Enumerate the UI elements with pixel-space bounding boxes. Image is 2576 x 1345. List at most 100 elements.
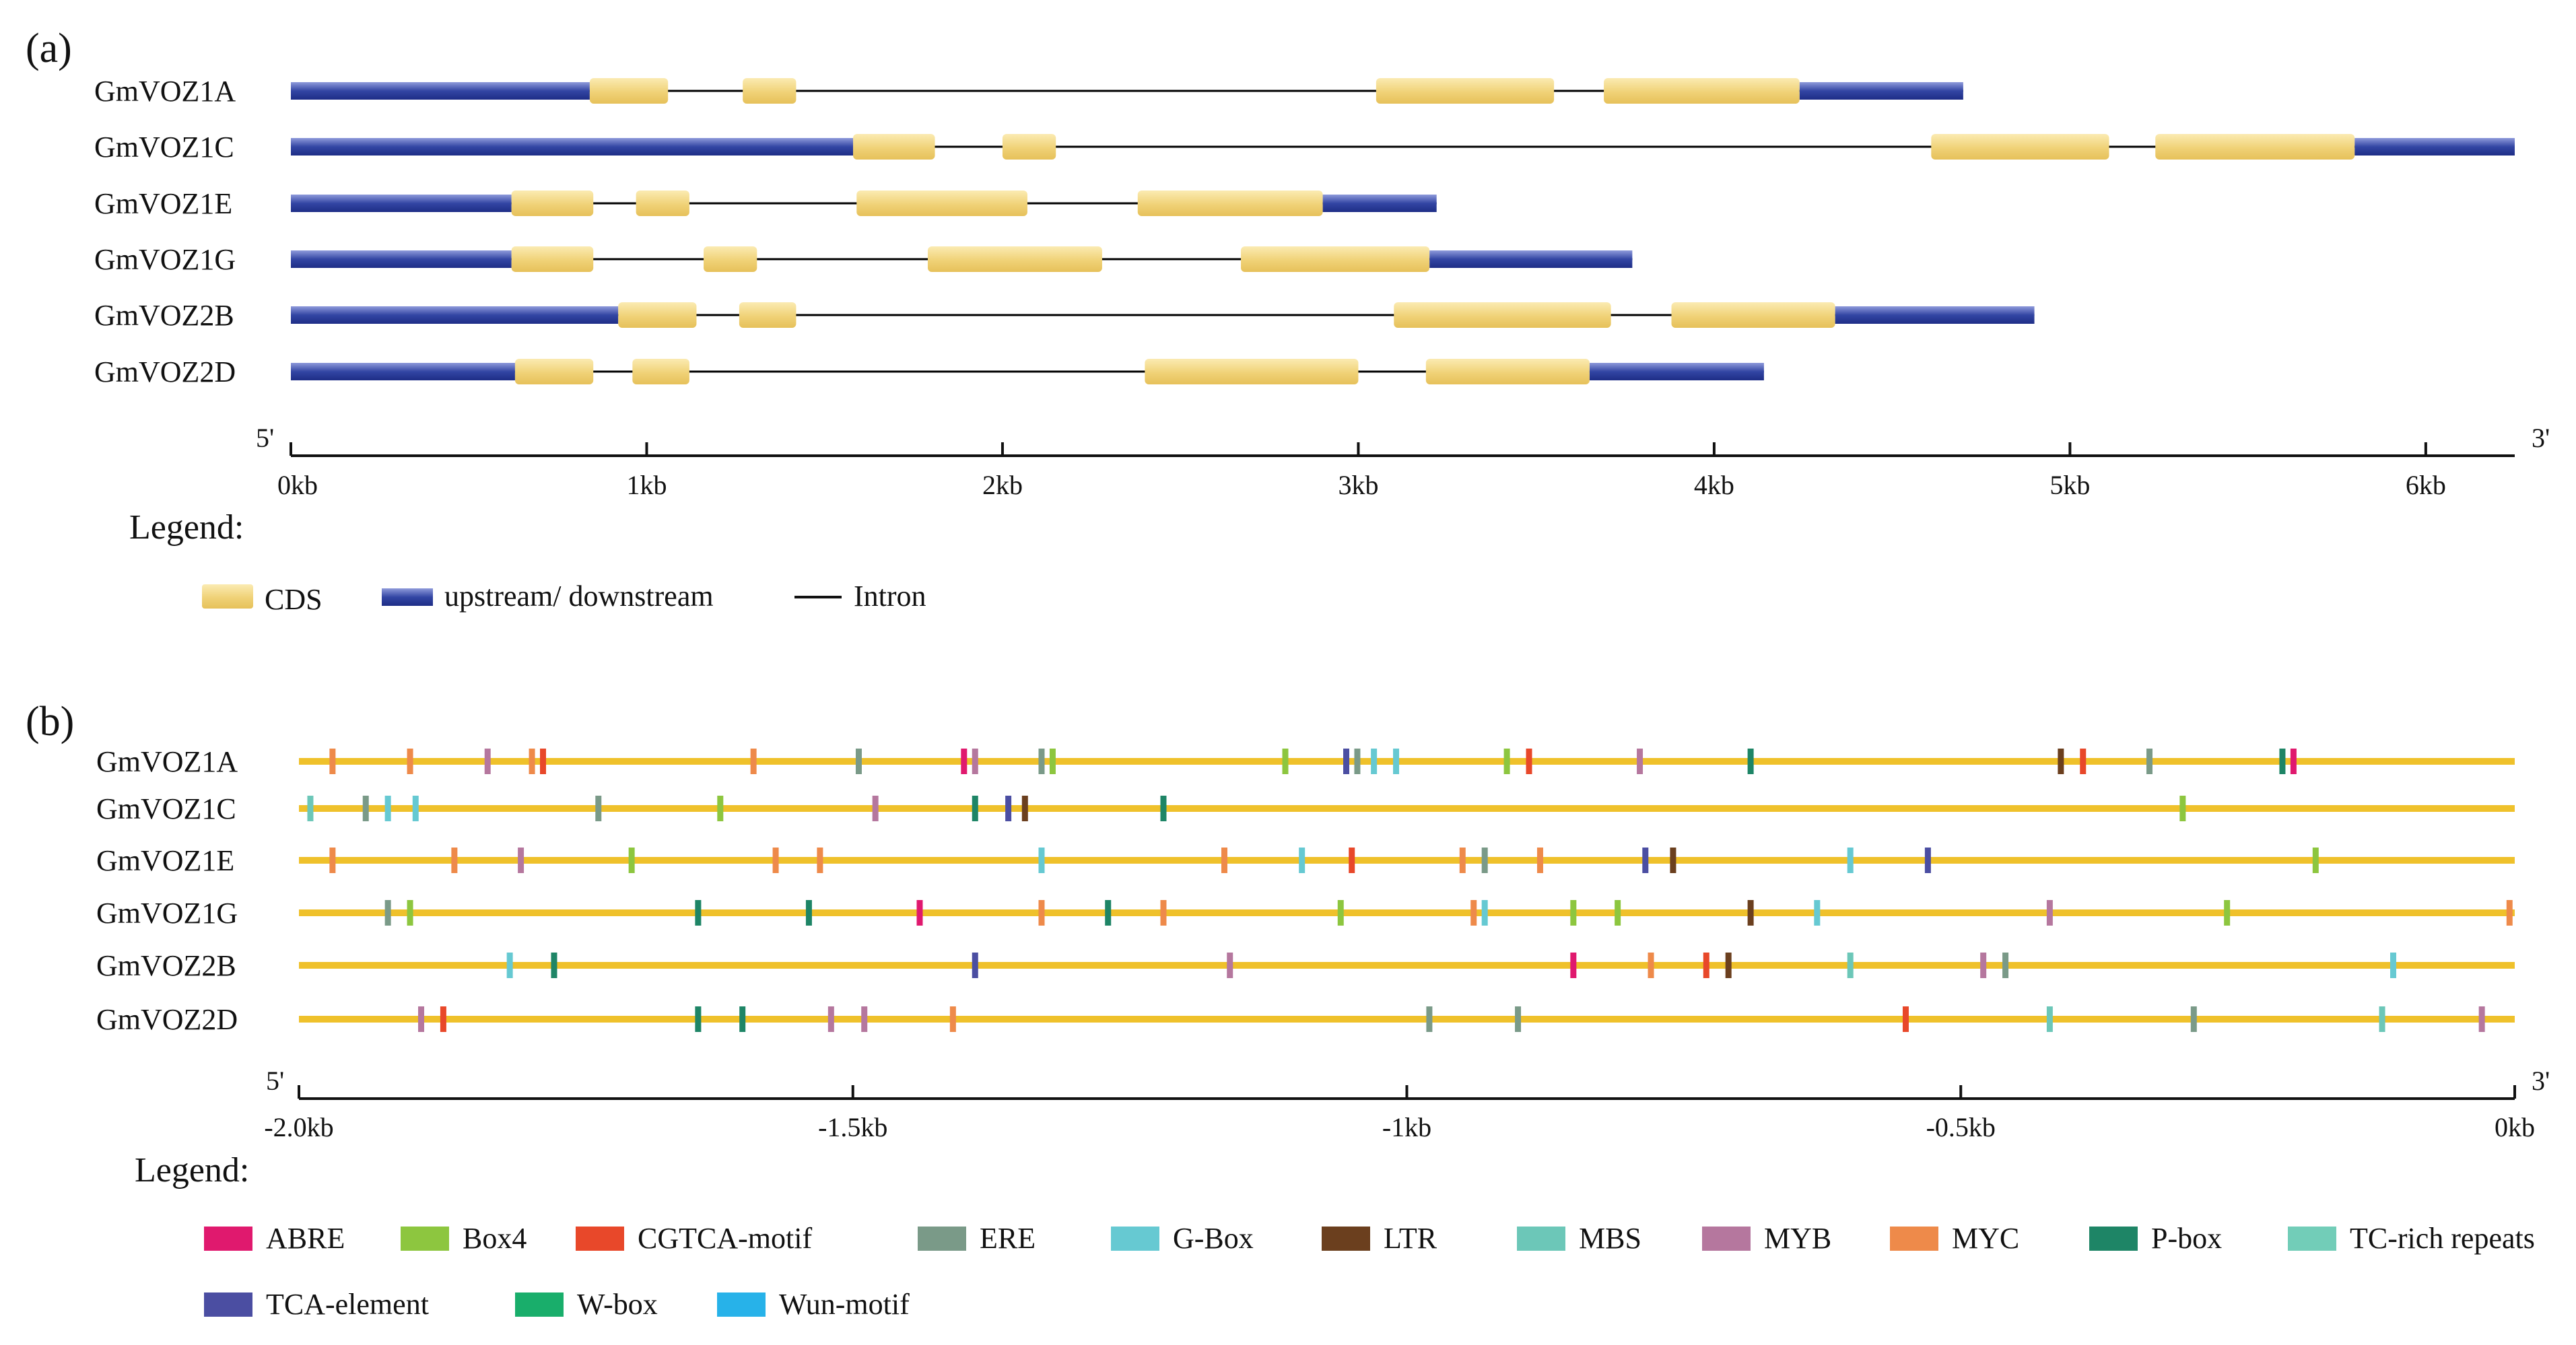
cis-element-mark <box>2312 848 2319 873</box>
panel-a-axis-right-end: 3' <box>2532 423 2550 453</box>
cis-element-mark <box>1570 953 1577 978</box>
legend-label: LTR <box>1384 1222 1437 1255</box>
gene-name: GmVOZ1A <box>96 745 238 778</box>
legend-swatch <box>1111 1227 1159 1251</box>
panel-b-label: (b) <box>26 699 74 745</box>
cis-element-mark <box>1105 900 1112 926</box>
legend-label: Wun-motif <box>779 1288 910 1321</box>
cis-element-mark <box>961 749 968 774</box>
axis-tick-label: 4kb <box>1694 470 1734 500</box>
cis-element-mark <box>1515 1006 1522 1032</box>
cis-element-mark <box>451 848 458 873</box>
gene-row: GmVOZ1C <box>94 131 2515 164</box>
gene-name: GmVOZ1A <box>94 75 236 108</box>
panel-a-axis: 5' 3' 0kb 1kb 2kb 3kb 4kb 5kb 6kb <box>256 423 2550 500</box>
cis-element-mark <box>2080 749 2087 774</box>
legend-label: MYC <box>1952 1222 2019 1255</box>
downstream-utr <box>1589 363 1764 380</box>
cis-element-mark <box>1526 749 1532 774</box>
cis-element-mark <box>307 796 314 821</box>
cis-element-mark <box>872 796 879 821</box>
legend-label: P-box <box>2151 1222 2222 1255</box>
cis-element-mark <box>2224 900 2231 926</box>
cis-element-mark <box>750 749 757 774</box>
cis-element-mark <box>972 749 978 774</box>
legend-swatch <box>576 1227 624 1251</box>
cis-element-mark <box>1349 848 1355 873</box>
gene-name: GmVOZ2D <box>96 1003 238 1036</box>
cis-element-mark <box>1725 953 1732 978</box>
legend-swatch <box>918 1227 966 1251</box>
gene-name: GmVOZ1G <box>94 243 236 276</box>
cis-element-mark <box>1459 848 1466 873</box>
cis-element-mark <box>2389 953 2396 978</box>
panel-b-promoter-rows: GmVOZ1A GmVOZ1C GmVOZ1E GmVOZ1G GmVOZ2B GmVOZ… <box>96 745 2515 1036</box>
axis-tick-label: 3kb <box>1338 470 1378 500</box>
cis-element-mark <box>551 953 557 978</box>
cds-exon <box>1145 359 1359 384</box>
legend-item: CGTCA-motif <box>576 1222 812 1255</box>
legend-item: LTR <box>1322 1222 1437 1255</box>
promoter-row: GmVOZ2D <box>96 1003 2515 1036</box>
cis-element-mark <box>717 796 724 821</box>
legend-item: ERE <box>918 1222 1036 1255</box>
legend-item: MBS <box>1517 1222 1641 1255</box>
cis-element-mark <box>2506 900 2513 926</box>
cis-element-mark <box>384 900 391 926</box>
promoter-row: GmVOZ2B <box>96 949 2515 982</box>
cis-element-mark <box>384 796 391 821</box>
upstream-utr <box>291 306 619 324</box>
cis-element-mark <box>2046 1006 2053 1032</box>
legend-swatch <box>515 1292 564 1317</box>
cis-element-mark <box>1570 900 1577 926</box>
cis-element-mark <box>1637 749 1643 774</box>
legend-label: MYB <box>1764 1222 1831 1255</box>
cds-exon <box>636 191 689 216</box>
cis-element-mark <box>2058 749 2064 774</box>
legend-swatch <box>1890 1227 1938 1251</box>
cds-exon <box>1604 78 1800 104</box>
panel-a-axis-ticks: 0kb 1kb 2kb 3kb 4kb 5kb 6kb <box>277 442 2446 500</box>
cis-element-mark <box>1648 953 1654 978</box>
cis-element-mark <box>2379 1006 2385 1032</box>
axis-tick-label: -1.5kb <box>818 1112 887 1142</box>
cis-element-mark <box>1747 749 1754 774</box>
cis-element-mark <box>362 796 369 821</box>
downstream-utr <box>2354 138 2515 156</box>
cis-element-mark <box>972 796 978 821</box>
cds-exon <box>743 78 796 104</box>
panel-a-legend: CDS upstream/ downstream Intron <box>202 580 926 616</box>
cis-element-mark <box>1481 848 1488 873</box>
cis-element-mark <box>916 900 923 926</box>
cis-element-mark <box>855 749 862 774</box>
panel-a-label: (a) <box>26 26 72 71</box>
panel-b-axis-left-end: 5' <box>266 1066 284 1096</box>
cis-element-mark <box>407 900 413 926</box>
cis-element-mark <box>972 953 978 978</box>
legend-swatch <box>2089 1227 2138 1251</box>
cis-element-mark <box>1847 953 1854 978</box>
cds-exon <box>511 246 594 272</box>
cis-element-mark <box>1049 749 1056 774</box>
legend-swatch <box>401 1227 449 1251</box>
cis-element-mark <box>2190 1006 2197 1032</box>
downstream-utr <box>1799 82 1963 100</box>
cis-element-mark <box>1470 900 1477 926</box>
cis-element-mark <box>1160 796 1167 821</box>
cis-element-mark <box>628 848 635 873</box>
cis-element-mark <box>1642 848 1649 873</box>
panel-b-axis-ticks: -2.0kb -1.5kb -1kb -0.5kb 0kb <box>264 1085 2535 1142</box>
gene-name: GmVOZ2B <box>94 299 234 332</box>
cis-element-mark <box>540 749 547 774</box>
cds-exon <box>618 302 697 328</box>
cis-element-mark <box>2290 749 2297 774</box>
cds-exon <box>511 191 594 216</box>
cis-element-mark <box>440 1006 446 1032</box>
cds-exon <box>1241 246 1430 272</box>
cis-element-mark <box>695 1006 702 1032</box>
cis-element-mark <box>329 749 336 774</box>
legend-item: ABRE <box>204 1222 345 1255</box>
cds-exon <box>514 359 594 384</box>
axis-tick-label: 1kb <box>626 470 667 500</box>
legend-cds-label: CDS <box>265 583 323 616</box>
